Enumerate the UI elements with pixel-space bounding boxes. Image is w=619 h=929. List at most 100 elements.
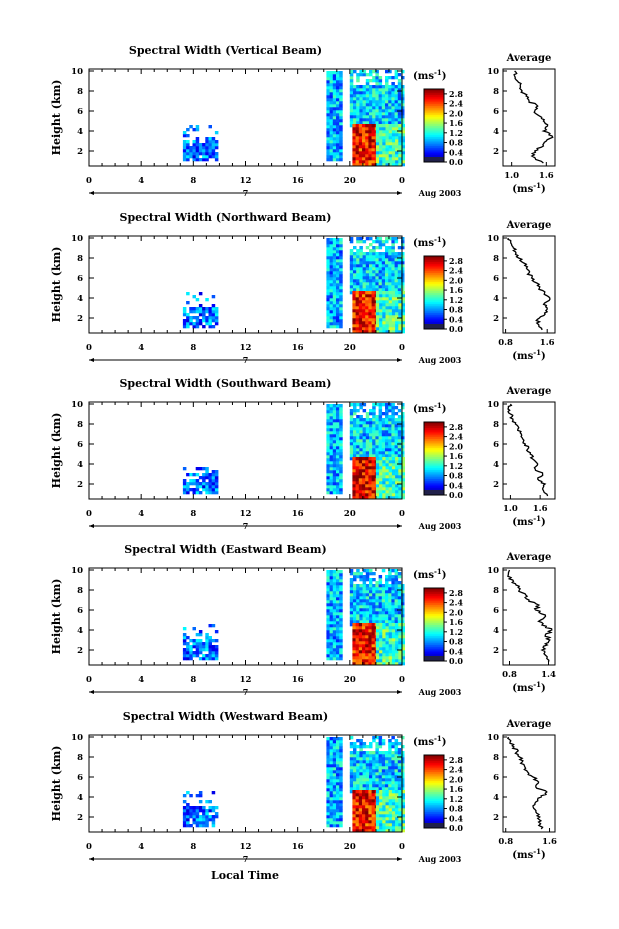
heatmap-cell bbox=[359, 448, 363, 452]
colorbar-segment bbox=[424, 147, 444, 150]
heatmap-cell bbox=[336, 770, 340, 774]
heatmap-cell bbox=[391, 115, 395, 119]
heatmap-cell bbox=[326, 812, 330, 816]
heatmap-cell bbox=[365, 784, 370, 788]
heatmap-cell bbox=[397, 445, 402, 449]
heatmap-cell bbox=[359, 237, 363, 241]
x-tick-label: 8 bbox=[190, 343, 196, 353]
unit-base: (ms bbox=[413, 71, 434, 82]
heatmap-cell bbox=[401, 106, 405, 110]
heatmap-cell bbox=[372, 614, 376, 618]
colorbar-frame bbox=[423, 255, 445, 330]
heatmap-cell bbox=[198, 651, 203, 655]
heatmap-cell bbox=[362, 829, 366, 833]
heatmap-cell bbox=[375, 100, 379, 104]
heatmap-cell bbox=[326, 821, 330, 825]
colorbar-segment bbox=[424, 811, 444, 814]
heatmap-cell bbox=[385, 279, 389, 283]
heatmap-cell bbox=[329, 648, 334, 652]
heatmap-cell bbox=[385, 415, 389, 419]
heatmap-cell bbox=[365, 412, 370, 416]
heatmap-cell bbox=[369, 572, 373, 576]
heatmap-cell bbox=[326, 419, 330, 423]
heatmap-cell bbox=[326, 485, 330, 489]
heatmap-cell bbox=[395, 163, 399, 167]
heatmap-cell bbox=[355, 811, 360, 815]
heatmap-cell bbox=[358, 475, 363, 479]
heatmap-cell bbox=[385, 787, 389, 791]
average-y-tick-label: 8 bbox=[493, 753, 499, 763]
heatmap-cell bbox=[329, 434, 334, 438]
heatmap-cell bbox=[332, 301, 337, 305]
heatmap-cell bbox=[362, 614, 367, 618]
heatmap-cell bbox=[401, 766, 405, 770]
heatmap-cell bbox=[388, 796, 393, 800]
heatmap-cell bbox=[359, 73, 363, 77]
heatmap-cell bbox=[385, 115, 389, 119]
heatmap-cell bbox=[369, 100, 373, 104]
heatmap-cell bbox=[375, 772, 379, 776]
heatmap-cell bbox=[401, 288, 405, 292]
heatmap-cell bbox=[401, 415, 405, 419]
heatmap-cell bbox=[401, 133, 405, 137]
day-label: 7 bbox=[243, 687, 249, 697]
heatmap-cell bbox=[195, 645, 200, 649]
heatmap-cell bbox=[205, 140, 209, 144]
heatmap-cell bbox=[332, 588, 337, 592]
heatmap-cell bbox=[368, 145, 372, 149]
heatmap-cell bbox=[362, 796, 366, 800]
heatmap-cell bbox=[355, 127, 360, 131]
heatmap-cell bbox=[192, 491, 196, 495]
heatmap-cell bbox=[401, 300, 405, 304]
heatmap-cell bbox=[359, 751, 363, 755]
colorbar-segment bbox=[424, 648, 444, 651]
heatmap-cell bbox=[326, 134, 330, 138]
heatmap-cell bbox=[385, 406, 389, 410]
heatmap-cell bbox=[352, 644, 356, 648]
heatmap-cell bbox=[332, 579, 337, 583]
heatmap-cell bbox=[336, 86, 340, 90]
heatmap-cell bbox=[388, 439, 392, 443]
heatmap-cell bbox=[401, 769, 405, 773]
heatmap-cell bbox=[352, 829, 356, 833]
heatmap-cell bbox=[394, 602, 399, 606]
heatmap-cell bbox=[329, 152, 334, 156]
heatmap-cell bbox=[358, 472, 363, 476]
heatmap-cell bbox=[381, 433, 386, 437]
heatmap-cell bbox=[395, 481, 399, 485]
day-label: 7 bbox=[243, 355, 249, 365]
heatmap-cell bbox=[205, 152, 209, 156]
heatmap-cell bbox=[362, 644, 366, 648]
heatmap-cell bbox=[382, 457, 386, 461]
heatmap-cell bbox=[339, 434, 343, 438]
heatmap-cell bbox=[356, 409, 360, 413]
heatmap-cell bbox=[329, 803, 334, 807]
heatmap-cell bbox=[339, 425, 343, 429]
heatmap-cell bbox=[326, 609, 330, 613]
heatmap-cell bbox=[326, 259, 330, 263]
heatmap-cell bbox=[388, 820, 393, 824]
heatmap-cell bbox=[339, 785, 343, 789]
heatmap-cell bbox=[378, 409, 383, 413]
heatmap-cell bbox=[336, 253, 340, 257]
heatmap-cell bbox=[401, 294, 405, 298]
heatmap-cell bbox=[339, 146, 343, 150]
heatmap-cell bbox=[355, 662, 360, 666]
heatmap-cell bbox=[394, 596, 399, 600]
heatmap-cell bbox=[211, 624, 216, 628]
heatmap-cell bbox=[397, 424, 402, 428]
heatmap-cell bbox=[326, 818, 330, 822]
heatmap-cell bbox=[381, 106, 386, 110]
heatmap-cell bbox=[355, 321, 360, 325]
heatmap-cell bbox=[336, 455, 340, 459]
heatmap-cell bbox=[372, 267, 376, 271]
heatmap-cell bbox=[336, 89, 340, 93]
heatmap-cell bbox=[395, 638, 399, 642]
heatmap-cell bbox=[397, 781, 402, 785]
heatmap-cell bbox=[208, 491, 212, 495]
heatmap-cell bbox=[397, 261, 402, 265]
heatmap-cell bbox=[391, 635, 396, 639]
heatmap-cell bbox=[205, 310, 209, 314]
heatmap-cell bbox=[401, 97, 405, 101]
heatmap-cell bbox=[365, 820, 369, 824]
